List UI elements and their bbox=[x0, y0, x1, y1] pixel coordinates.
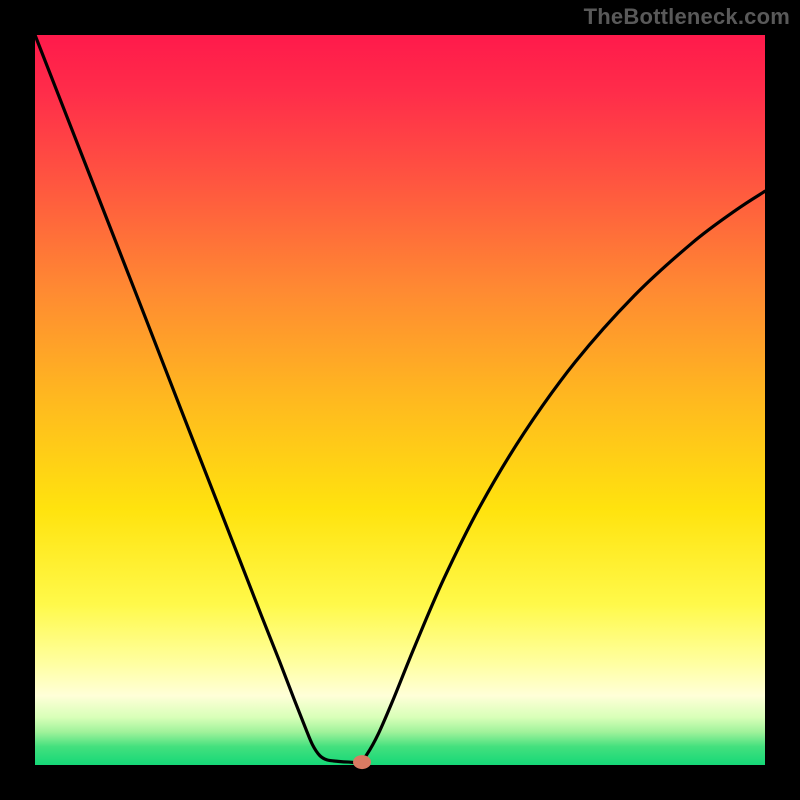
plot-area bbox=[35, 35, 765, 765]
chart-container: TheBottleneck.com bbox=[0, 0, 800, 800]
optimal-point-marker bbox=[353, 755, 371, 769]
watermark-text: TheBottleneck.com bbox=[584, 4, 790, 30]
chart-svg bbox=[0, 0, 800, 800]
